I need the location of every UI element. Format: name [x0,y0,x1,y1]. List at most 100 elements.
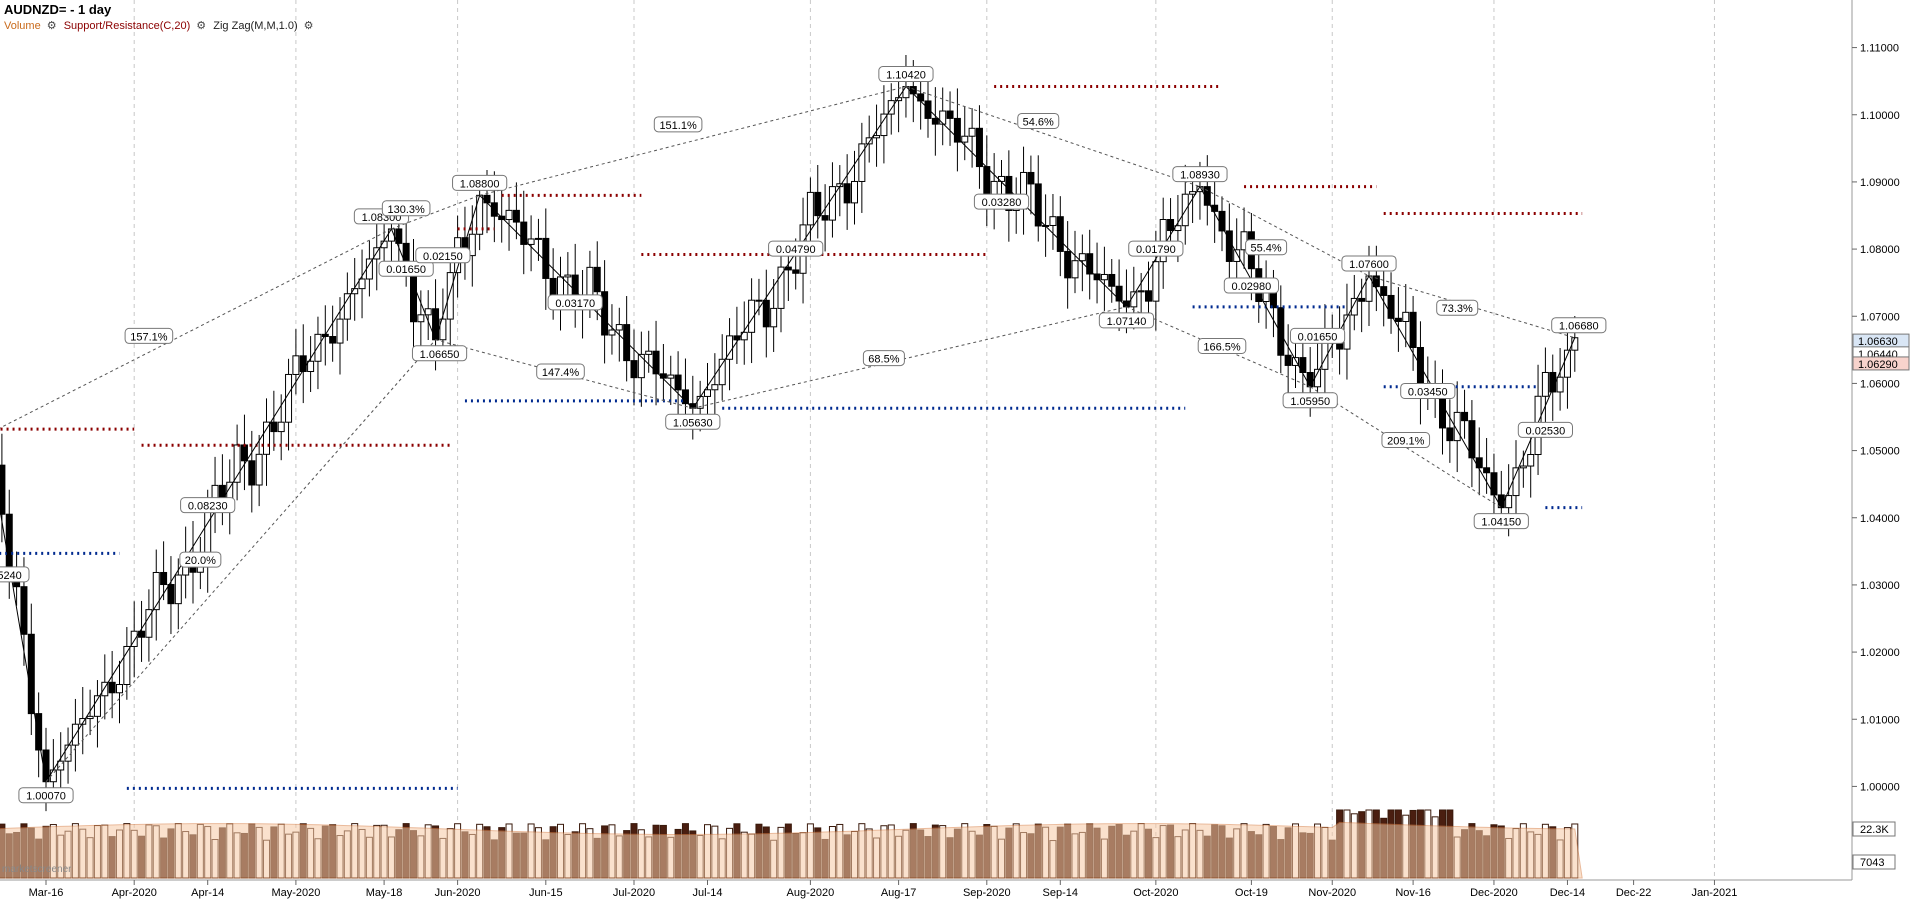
x-tick-label: Oct-2020 [1133,887,1178,899]
candles [0,54,1579,812]
candle-body [35,713,43,751]
candle-body [314,333,322,362]
x-tick-label: Sep-2020 [963,887,1011,899]
delta-label-text: 0.02980 [1232,281,1272,293]
pivot-label-box [1282,392,1338,409]
y-tick-label: 1.07000 [1860,311,1900,323]
candle-body [1233,249,1241,262]
candle-body [755,299,763,302]
ratio-label-box [179,551,222,568]
candle-body [939,110,947,125]
ratio-label: 147.4% [536,363,585,380]
candle-body [1100,273,1108,281]
volume-badge-text: 7043 [1860,857,1884,869]
ratio-label-text: 55.4% [1250,243,1281,255]
ratio-label-box [1197,337,1247,354]
price-badge-text: 1.06290 [1858,359,1898,371]
ratio-label: 54.6% [1017,112,1060,129]
pivot-label: 1.05630 [665,413,721,430]
candle-body [814,191,822,217]
candle-body [615,324,623,331]
candle-body [1056,216,1064,252]
pivot-label-box [452,174,508,191]
delta-label-text: 0.02150 [423,251,463,263]
ratio-label: 20.0% [179,551,222,568]
candle-body [0,464,6,515]
candle-body [93,695,101,717]
x-tick-label: May-2020 [271,887,320,899]
candle-body [924,100,932,119]
ratio-label-text: 73.3% [1442,303,1473,315]
ratio-label-text: 130.3% [387,204,425,216]
x-tick-label: Jan-2021 [1692,887,1738,899]
candle-body [586,266,594,299]
delta-label: 0.08230 [180,497,236,514]
candle-body [1512,467,1520,497]
candle-body [505,209,513,221]
candle-body [439,318,447,341]
candle-body [998,175,1005,182]
ratio-label: 68.5% [862,350,905,367]
candle-body [630,360,638,379]
candle-body [27,633,35,715]
gear-icon[interactable]: ⚙ [303,19,314,32]
ratio-label-text: 151.1% [659,120,697,132]
candle-body [1563,349,1571,378]
candle-body [167,584,175,605]
zigzag-retrace-line [391,194,480,230]
candle-body [263,421,270,455]
pivot-label: 1.06680 [1551,317,1607,334]
delta-label: 0.02530 [1517,421,1574,438]
candle-body [1145,290,1152,302]
candle-body [1306,371,1314,388]
candle-body [20,586,28,635]
candle-body [667,374,675,379]
candle-body [704,389,711,397]
price-badge-box [1852,356,1910,371]
pivot-label-box [1473,513,1529,530]
pivot-label-box [411,345,468,362]
candle-body [909,86,917,95]
ratio-label-text: 209.1% [1387,436,1425,448]
pivot-label: 1.08800 [452,174,508,191]
x-tick-label: May-18 [366,887,403,899]
pivot-label-text: 1.06650 [420,349,460,361]
pivot-label-text: 1.04150 [1481,517,1521,529]
candle-body [1468,420,1476,459]
y-tick-label: 1.03000 [1860,580,1900,592]
pivot-label-box [1098,312,1155,329]
pivot-label-box [1341,255,1397,272]
y-tick-label: 1.04000 [1860,513,1900,525]
pivot-label-text: 1.08800 [460,178,500,190]
delta-label-box [1517,421,1574,438]
ratio-label-text: 20.0% [185,555,216,567]
candle-body [255,453,263,486]
candle-body [1394,317,1402,322]
ratio-label-box [1436,299,1479,316]
candle-body [174,574,182,605]
ratio-label-box [1245,239,1288,256]
gear-icon[interactable]: ⚙ [46,19,57,32]
candle-body [1049,216,1057,226]
candle-body [1167,219,1175,232]
delta-label-box [415,247,471,264]
candle-body [42,749,50,783]
delta-label: 0.03170 [547,294,603,311]
ratio-label-text: 54.6% [1023,116,1054,128]
y-tick-label: 1.10000 [1860,110,1900,122]
candle-body [1034,183,1042,227]
x-tick-label: Dec-14 [1550,887,1585,899]
candle-body [674,374,682,391]
gear-icon[interactable]: ⚙ [196,19,207,32]
candle-body [424,308,432,316]
candle-body [792,269,800,274]
candle-body [468,233,476,257]
delta-label-box [180,497,236,514]
volume-badge-box [1852,821,1896,837]
delta-label: 0.02150 [415,247,471,264]
candle-body [865,137,873,145]
candle-body [123,645,131,686]
candle-body [1402,311,1410,322]
candle-body [593,266,601,293]
